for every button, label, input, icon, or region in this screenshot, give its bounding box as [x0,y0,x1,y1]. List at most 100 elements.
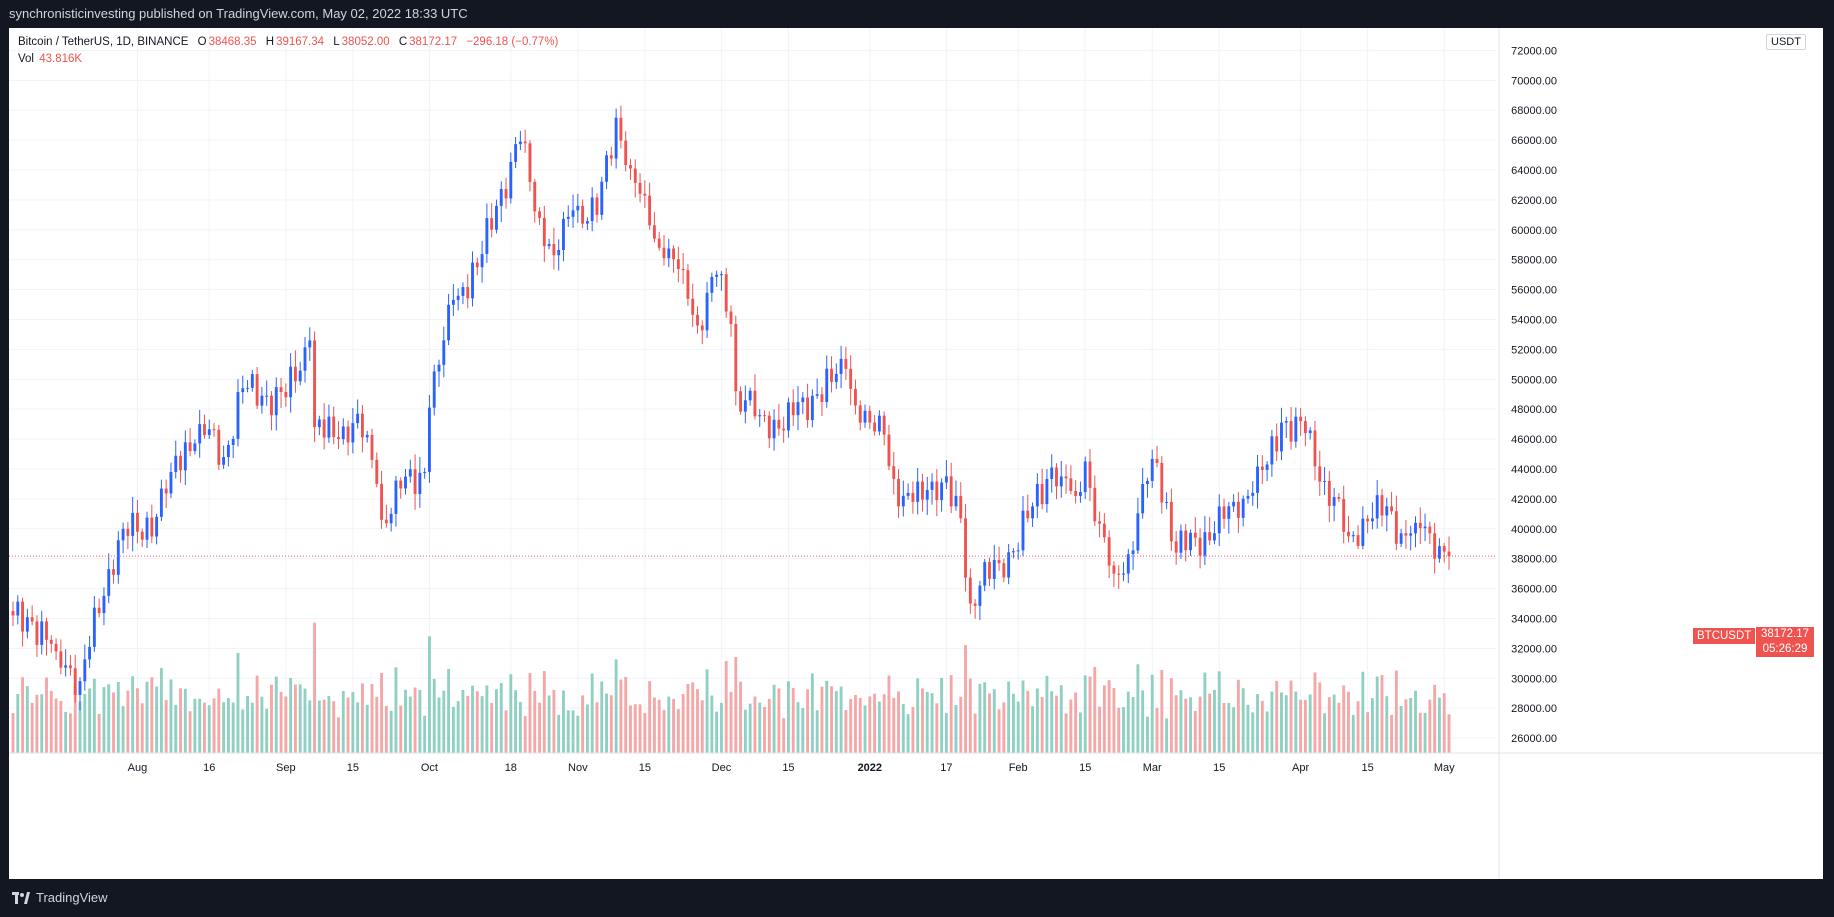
price-tick-label: 44000.00 [1511,464,1557,476]
candle-body [1289,421,1293,442]
volume-bar [193,698,197,753]
volume-bar [1117,707,1121,753]
candle-body [921,481,924,500]
volume-bar [159,668,163,753]
candle-body [1035,483,1039,507]
candle-body [686,270,690,299]
candle-body [844,358,848,369]
candle-body [1366,518,1370,522]
candle-body [810,395,814,421]
candle-body [428,407,431,472]
candle-body [193,443,197,452]
volume-bar [365,704,369,753]
candle-body [375,459,379,484]
candle-body [461,287,465,296]
volume-bar [112,692,115,753]
volume-bar [964,645,967,753]
candle-body [88,646,92,660]
candlestick-chart[interactable]: 26000.00 28000.00 30000.00 32000.00 34000.00… [9,28,1823,879]
candle-body [150,517,154,537]
candle-body [437,364,441,372]
volume-bar [710,695,714,753]
volume-bar [877,701,881,753]
volume-bar [432,678,436,753]
volume-bar [1141,690,1145,753]
candle-body [1088,461,1092,488]
volume-bar [528,673,532,753]
volume-bar [1035,688,1039,753]
close-label: C [398,36,408,48]
volume-bar [423,715,427,753]
candle-body [1021,510,1025,551]
candle-body [475,262,479,268]
volume-bar [518,702,522,753]
candle-body [1227,506,1231,519]
candle-body [935,481,939,501]
volume-bar [1361,671,1365,753]
volume-bar [150,677,154,753]
candle-body [279,387,283,392]
candle-body [1126,554,1130,574]
candle-body [322,419,326,438]
candle-body [1040,483,1044,505]
chart-legend: Bitcoin / TetherUS, 1D, BINANCE O 38468.3… [18,34,564,68]
volume-bar [954,704,958,753]
volume-bar [1102,685,1106,753]
candle-body [308,340,312,348]
price-tick-label: 36000.00 [1511,584,1557,596]
candle-body [643,193,647,196]
price-tick-label: 58000.00 [1511,255,1557,267]
volume-bar [413,687,417,753]
volume-bar [514,690,518,753]
candle-body [562,218,565,251]
volume-bar [198,698,202,753]
price-tick-label: 54000.00 [1511,314,1557,326]
time-tick-label: 18 [505,762,517,774]
publisher-line: synchronisticinvesting published on Trad… [0,0,1834,28]
volume-bar [1045,675,1049,753]
volume-bar [868,696,872,753]
candle-body [1150,458,1154,481]
candle-body [1059,476,1063,487]
volume-bar [1155,707,1159,753]
candle-body [116,540,120,575]
volume-bar [729,691,733,753]
change-value: −296.18 (−0.77%) [466,36,559,48]
volume-bar [638,704,642,753]
price-tick-label: 66000.00 [1511,135,1557,147]
volume-bar [925,691,929,753]
candle-body [408,469,412,477]
candle-body [1332,497,1336,506]
volume-bar [667,696,671,753]
tradingview-logo[interactable]: TradingView [12,890,108,905]
volume-bar [763,706,766,753]
candle-body [183,442,187,471]
volume-bar [136,688,139,753]
volume-bar [1193,710,1197,753]
candle-body [356,413,360,424]
volume-bar [1260,700,1264,753]
candle-body [451,300,455,305]
volume-bar [1198,696,1202,753]
volume-bar [643,713,647,753]
candle-body [772,419,776,439]
candle-body [1284,421,1288,423]
candle-body [274,387,278,416]
volume-bar [279,691,283,753]
candle-body [456,295,460,301]
volume-bar [959,696,963,753]
volume-bar [1447,714,1451,753]
currency-selector[interactable]: USDT [1766,34,1806,50]
volume-bar [1126,691,1130,753]
tradingview-logo-icon [12,891,30,904]
candle-body [672,248,675,260]
candle-body [317,419,321,428]
price-tick-label: 40000.00 [1511,524,1557,536]
volume-bar [767,698,771,753]
volume-bar [1107,680,1111,753]
volume-bar [911,706,915,753]
candle-body [485,218,489,254]
volume-bar [1414,690,1417,753]
volume-bar [1437,697,1441,753]
volume-bar [696,689,699,753]
